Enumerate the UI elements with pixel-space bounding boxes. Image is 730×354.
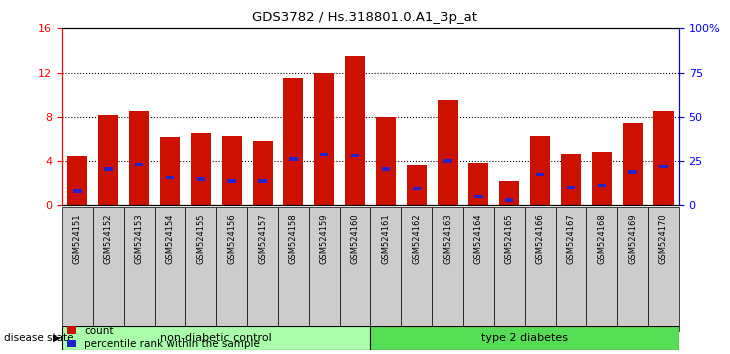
Bar	[166, 176, 174, 179]
Bar	[536, 173, 545, 176]
Bar	[556, 207, 586, 331]
Text: GSM524161: GSM524161	[381, 213, 391, 264]
Bar	[525, 207, 556, 331]
Text: GSM524154: GSM524154	[166, 213, 174, 264]
Text: GSM524164: GSM524164	[474, 213, 483, 264]
Legend: count, percentile rank within the sample: count, percentile rank within the sample	[67, 326, 260, 349]
Bar	[371, 326, 679, 350]
Bar	[623, 124, 642, 205]
Bar	[617, 207, 648, 331]
Bar	[586, 207, 617, 331]
Bar	[104, 167, 112, 171]
Text: GSM524151: GSM524151	[73, 213, 82, 264]
Text: GSM524160: GSM524160	[350, 213, 360, 264]
Bar	[653, 111, 674, 205]
Text: GSM524169: GSM524169	[628, 213, 637, 264]
Bar	[129, 111, 149, 205]
Bar	[73, 189, 82, 193]
Bar	[289, 157, 298, 161]
Bar	[258, 179, 266, 183]
Bar	[499, 181, 519, 205]
Bar	[474, 195, 483, 198]
Text: GSM524153: GSM524153	[134, 213, 144, 264]
Bar	[493, 207, 525, 331]
Bar	[309, 207, 339, 331]
Bar	[222, 136, 242, 205]
Bar	[253, 141, 272, 205]
Text: non-diabetic control: non-diabetic control	[161, 333, 272, 343]
Bar	[93, 207, 124, 331]
Bar	[278, 207, 309, 331]
Bar	[228, 179, 236, 183]
Bar	[314, 73, 334, 205]
Bar	[561, 154, 581, 205]
Bar	[351, 154, 359, 157]
Bar	[505, 198, 513, 201]
Bar	[99, 115, 118, 205]
Text: GSM524168: GSM524168	[597, 213, 607, 264]
Text: GSM524152: GSM524152	[104, 213, 113, 264]
Bar	[463, 207, 493, 331]
Bar	[62, 207, 93, 331]
Bar	[598, 184, 606, 187]
Bar	[629, 170, 637, 174]
Bar	[196, 177, 205, 181]
Bar	[62, 326, 371, 350]
Text: GSM524170: GSM524170	[659, 213, 668, 264]
Text: GSM524155: GSM524155	[196, 213, 205, 264]
Text: GSM524167: GSM524167	[566, 213, 575, 264]
Bar	[592, 152, 612, 205]
Text: type 2 diabetes: type 2 diabetes	[481, 333, 568, 343]
Text: GSM524156: GSM524156	[227, 213, 237, 264]
Text: disease state: disease state	[4, 333, 73, 343]
Text: GSM524166: GSM524166	[536, 213, 545, 264]
Bar	[339, 207, 371, 331]
Text: ▶: ▶	[53, 333, 60, 343]
Bar	[191, 133, 211, 205]
Text: GSM524158: GSM524158	[289, 213, 298, 264]
Text: GSM524165: GSM524165	[504, 213, 514, 264]
Bar	[376, 117, 396, 205]
Bar	[67, 155, 88, 205]
Bar	[345, 56, 365, 205]
Bar	[124, 207, 155, 331]
Bar	[566, 186, 575, 189]
Text: GSM524159: GSM524159	[320, 213, 328, 264]
Bar	[659, 165, 668, 169]
Bar	[412, 187, 421, 190]
Bar	[155, 207, 185, 331]
Bar	[407, 166, 427, 205]
Bar	[283, 78, 304, 205]
Text: GSM524157: GSM524157	[258, 213, 267, 264]
Bar	[402, 207, 432, 331]
Bar	[185, 207, 216, 331]
Bar	[443, 159, 452, 163]
Text: GSM524162: GSM524162	[412, 213, 421, 264]
Text: GDS3782 / Hs.318801.0.A1_3p_at: GDS3782 / Hs.318801.0.A1_3p_at	[253, 11, 477, 24]
Bar	[530, 136, 550, 205]
Bar	[247, 207, 278, 331]
Bar	[160, 137, 180, 205]
Bar	[382, 167, 390, 171]
Bar	[648, 207, 679, 331]
Bar	[320, 153, 328, 156]
Bar	[469, 163, 488, 205]
Bar	[432, 207, 463, 331]
Text: GSM524163: GSM524163	[443, 213, 452, 264]
Bar	[437, 100, 458, 205]
Bar	[371, 207, 402, 331]
Bar	[216, 207, 247, 331]
Bar	[135, 162, 143, 166]
